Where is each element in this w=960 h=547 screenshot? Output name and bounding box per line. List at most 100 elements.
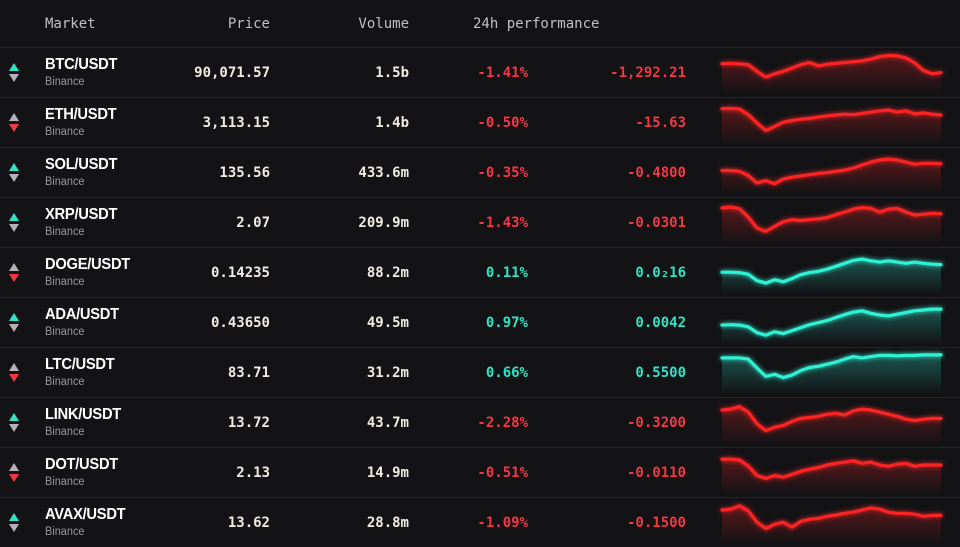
exchange-label: Binance — [45, 175, 85, 188]
market-cell: DOGE/USDT Binance — [36, 256, 150, 289]
sparkline-chart — [720, 52, 943, 94]
sparkline-chart — [720, 202, 943, 244]
change-absolute: -0.4800 — [626, 164, 686, 181]
sparkline-chart — [720, 502, 943, 544]
volume-value: 1.4b — [375, 114, 409, 131]
sparkline-svg — [720, 106, 943, 144]
market-row[interactable]: DOT/USDT Binance 2.13 14.9m -0.51% -0.01… — [0, 447, 960, 497]
tick-indicator — [0, 263, 36, 282]
exchange-label: Binance — [45, 375, 85, 388]
market-cell: LTC/USDT Binance — [36, 356, 150, 389]
tick-down-icon — [9, 324, 19, 332]
change-percent: -0.35% — [477, 164, 528, 181]
sparkline-chart — [720, 352, 943, 394]
sparkline-svg — [720, 53, 943, 94]
change-absolute: -0.1500 — [626, 514, 686, 531]
sparkline-svg — [720, 306, 943, 344]
change-percent: 0.66% — [485, 364, 528, 381]
sparkline-chart — [720, 152, 943, 194]
tick-down-icon — [9, 524, 19, 532]
sparkline-svg — [720, 256, 943, 294]
column-header-volume[interactable]: Volume — [358, 15, 409, 32]
volume-value: 28.8m — [366, 514, 409, 531]
change-absolute: -1,292.21 — [610, 64, 686, 81]
volume-value: 31.2m — [366, 364, 409, 381]
market-symbol: DOGE/USDT — [45, 256, 131, 274]
change-percent: -1.09% — [477, 514, 528, 531]
market-cell: ADA/USDT Binance — [36, 306, 150, 339]
volume-value: 14.9m — [366, 464, 409, 481]
tick-indicator — [0, 113, 36, 132]
exchange-label: Binance — [45, 475, 85, 488]
market-row[interactable]: LINK/USDT Binance 13.72 43.7m -2.28% -0.… — [0, 397, 960, 447]
tick-down-icon — [9, 474, 19, 482]
market-symbol: LTC/USDT — [45, 356, 115, 374]
tick-indicator — [0, 363, 36, 382]
sparkline-svg — [720, 156, 943, 194]
sparkline-svg — [720, 503, 943, 544]
price-value: 2.07 — [236, 214, 270, 231]
exchange-label: Binance — [45, 75, 85, 88]
market-row[interactable]: AVAX/USDT Binance 13.62 28.8m -1.09% -0.… — [0, 497, 960, 547]
change-percent: -1.41% — [477, 64, 528, 81]
market-row[interactable]: DOGE/USDT Binance 0.14235 88.2m 0.11% 0.… — [0, 247, 960, 297]
change-absolute: -0.3200 — [626, 414, 686, 431]
market-cell: XRP/USDT Binance — [36, 206, 150, 239]
tick-up-icon — [9, 363, 19, 371]
tick-down-icon — [9, 374, 19, 382]
price-value: 0.43650 — [210, 314, 270, 331]
tick-down-icon — [9, 224, 19, 232]
market-row[interactable]: ETH/USDT Binance 3,113.15 1.4b -0.50% -1… — [0, 97, 960, 147]
market-symbol: XRP/USDT — [45, 206, 118, 224]
change-percent: -1.43% — [477, 214, 528, 231]
tick-indicator — [0, 463, 36, 482]
market-row[interactable]: BTC/USDT Binance 90,071.57 1.5b -1.41% -… — [0, 47, 960, 97]
price-value: 2.13 — [236, 464, 270, 481]
market-symbol: LINK/USDT — [45, 406, 122, 424]
exchange-label: Binance — [45, 325, 85, 338]
price-value: 13.62 — [227, 514, 270, 531]
exchange-label: Binance — [45, 525, 85, 538]
column-header-price[interactable]: Price — [227, 15, 270, 32]
volume-value: 1.5b — [375, 64, 409, 81]
change-absolute: -15.63 — [635, 114, 686, 131]
sparkline-chart — [720, 252, 943, 294]
tick-down-icon — [9, 124, 19, 132]
tick-down-icon — [9, 274, 19, 282]
change-absolute: -0.0301 — [626, 214, 686, 231]
tick-up-icon — [9, 313, 19, 321]
tick-up-icon — [9, 513, 19, 521]
market-symbol: ADA/USDT — [45, 306, 119, 324]
market-symbol: DOT/USDT — [45, 456, 119, 474]
market-cell: DOT/USDT Binance — [36, 456, 150, 489]
tick-down-icon — [9, 424, 19, 432]
volume-value: 433.6m — [358, 164, 409, 181]
change-percent: -0.51% — [477, 464, 528, 481]
tick-up-icon — [9, 263, 19, 271]
market-row[interactable]: SOL/USDT Binance 135.56 433.6m -0.35% -0… — [0, 147, 960, 197]
change-absolute: -0.0110 — [626, 464, 686, 481]
tick-indicator — [0, 213, 36, 232]
market-row[interactable]: XRP/USDT Binance 2.07 209.9m -1.43% -0.0… — [0, 197, 960, 247]
market-row[interactable]: LTC/USDT Binance 83.71 31.2m 0.66% 0.550… — [0, 347, 960, 397]
column-header-market[interactable]: Market — [45, 15, 96, 32]
sparkline-chart — [720, 102, 943, 144]
sparkline-chart — [720, 302, 943, 344]
tick-up-icon — [9, 213, 19, 221]
tick-indicator — [0, 163, 36, 182]
exchange-label: Binance — [45, 125, 85, 138]
tick-indicator — [0, 313, 36, 332]
market-cell: BTC/USDT Binance — [36, 56, 150, 89]
sparkline-chart — [720, 452, 943, 494]
tick-up-icon — [9, 63, 19, 71]
tick-down-icon — [9, 174, 19, 182]
market-symbol: SOL/USDT — [45, 156, 118, 174]
change-percent: -2.28% — [477, 414, 528, 431]
price-value: 135.56 — [219, 164, 270, 181]
market-symbol: AVAX/USDT — [45, 506, 126, 524]
market-row[interactable]: ADA/USDT Binance 0.43650 49.5m 0.97% 0.0… — [0, 297, 960, 347]
column-header-performance[interactable]: 24h performance — [473, 15, 600, 32]
tick-indicator — [0, 513, 36, 532]
price-value: 13.72 — [227, 414, 270, 431]
